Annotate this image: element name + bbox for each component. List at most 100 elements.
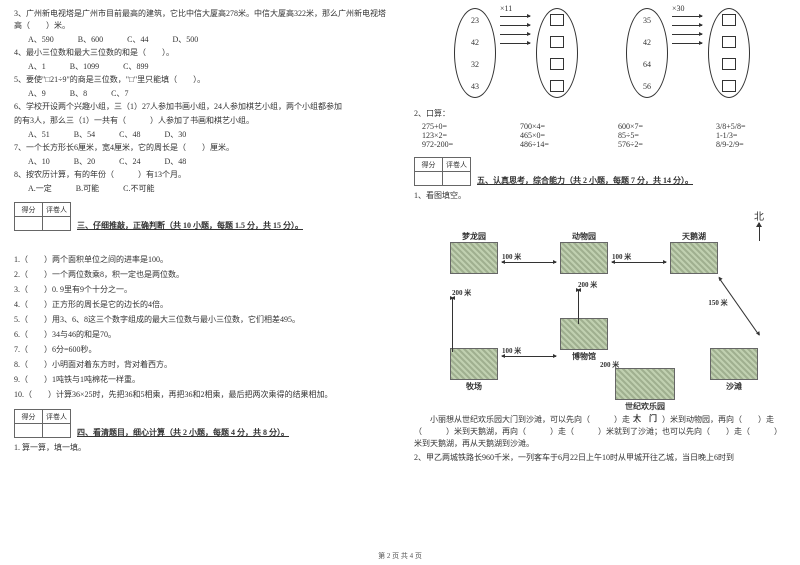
oval-num: 42 — [471, 38, 479, 47]
judge-item: 4.（ ）正方形的周长是它的边长的4倍。 — [14, 299, 386, 311]
opt: B、600 — [78, 34, 103, 45]
score-box-3: 得分 评卷人 三、仔细推敲，正确判断（共 10 小题，每题 1.5 分，共 15… — [14, 202, 386, 231]
edge-label: 200 米 — [600, 360, 619, 370]
node-label: 天鹅湖 — [670, 231, 718, 242]
q4-opts: A、1 B、1099 C、899 — [28, 61, 386, 72]
judge-item: 10.（ ）计算36×25时，先把36和5相乘，再把36和2相乘，最后把两次乘得… — [14, 389, 386, 401]
score-box-4: 得分 评卷人 四、看清题目，细心计算（共 2 小题，每题 4 分，共 8 分）。 — [14, 409, 386, 438]
calc-cell: 275+0= — [422, 122, 492, 131]
mult-label: ×11 — [500, 4, 512, 13]
q7-opts: A、10 B、20 C、24 D、48 — [28, 156, 386, 167]
node-menglong: 梦龙园 — [450, 230, 498, 274]
edge: 200 米 — [452, 288, 471, 352]
q8-opts: A.一定 B.可能 C.不可能 — [28, 183, 386, 194]
q7-text: 7、一个长方形长6厘米，宽4厘米，它的周长是（ ）厘米。 — [14, 142, 386, 154]
sec5-title: 五、认真思考，综合能力（共 2 小题，每题 7 分，共 14 分）。 — [477, 175, 693, 186]
score-hdr: 得分 — [15, 203, 43, 217]
node-label: 沙滩 — [710, 381, 758, 392]
judge-item: 6.（ ）34与46的和是70。 — [14, 329, 386, 341]
edge-label: 100 米 — [502, 346, 556, 356]
calc-cell: 576÷2= — [618, 140, 688, 149]
edge: 150 米 — [718, 272, 767, 336]
opt: C、24 — [119, 156, 140, 167]
score-box-5: 得分 评卷人 五、认真思考，综合能力（共 2 小题，每题 7 分，共 14 分）… — [414, 157, 786, 186]
opt: B.可能 — [76, 183, 99, 194]
calc2-title: 2、口算： — [414, 108, 786, 120]
opt: C、48 — [119, 129, 140, 140]
calc-cell: 3/8+5/8= — [716, 122, 786, 131]
node-label: 世纪欢乐园 — [615, 401, 675, 412]
calc-cell: 1-1/3= — [716, 131, 786, 140]
judge-item: 1.（ ）两个面积单位之间的进率是100。 — [14, 254, 386, 266]
node-beach: 沙滩 — [710, 348, 758, 392]
q6-text2: 的有3人，那么三（1）一共有（ ）人参加了书画和棋艺小组。 — [14, 115, 386, 127]
judge-item: 3.（ ）0. 9里有9个十分之一。 — [14, 284, 386, 296]
map-question: 小丽想从世纪欢乐园大门到沙滩，可以先向（ ）走（ ）米到动物园，再向（ ）走（ … — [414, 414, 786, 450]
edge: 100 米 — [502, 346, 556, 357]
judge-item: 8.（ ）小明面对着东方时，背对着西方。 — [14, 359, 386, 371]
opt: A、590 — [28, 34, 54, 45]
node-gate: 世纪欢乐园 大 门 — [615, 368, 675, 424]
q5-text: 5、要使"□21÷9"的商是三位数，"□"里只能填（ ）。 — [14, 74, 386, 86]
q8-text: 8、按农历计算，有的年份（ ）有13个月。 — [14, 169, 386, 181]
calc-cell: 600×7= — [618, 122, 688, 131]
opt: C.不可能 — [123, 183, 154, 194]
node-label: 牧场 — [450, 381, 498, 392]
q6-opts: A、51 B、54 C、48 D、30 — [28, 129, 386, 140]
calc-cell: 700×4= — [520, 122, 590, 131]
edge-label: 100 米 — [502, 252, 556, 262]
node-ranch: 牧场 — [450, 348, 498, 392]
oval-num: 23 — [471, 16, 479, 25]
oval-diagram: 23 42 32 43 ×11 35 42 64 56 ×30 — [454, 8, 786, 98]
q6-text1: 6、学校开设两个兴趣小组，三（1）27人参加书画小组，24人参加棋艺小组，两个小… — [14, 101, 386, 113]
q5-opts: A、9 B、8 C、7 — [28, 88, 386, 99]
arrow-stack: ×30 — [672, 16, 702, 44]
oval-left-1: 23 42 32 43 — [454, 8, 496, 98]
oval-left-2: 35 42 64 56 — [626, 8, 668, 98]
node-label: 梦龙园 — [450, 231, 498, 242]
q4-text: 4、最小三位数和最大三位数的和是（ ）。 — [14, 47, 386, 59]
opt: B、8 — [70, 88, 87, 99]
edge: 200 米 — [578, 280, 597, 324]
node-museum: 博物馆 — [560, 318, 608, 362]
oval-num: 64 — [643, 60, 651, 69]
judge-list: 1.（ ）两个面积单位之间的进率是100。 2.（ ）一个两位数乘8，积一定也是… — [14, 254, 386, 401]
score-hdr: 得分 — [15, 410, 43, 424]
calc1-title: 1. 算一算，填一填。 — [14, 442, 386, 454]
judge-item: 9.（ ）1吨铁与1吨棉花一样重。 — [14, 374, 386, 386]
arrow-stack: ×11 — [500, 16, 530, 44]
opt: C、7 — [111, 88, 128, 99]
compass-icon: 北 — [754, 208, 764, 241]
oval-num: 35 — [643, 16, 651, 25]
edge-label: 100 米 — [612, 252, 666, 262]
score-hdr: 评卷人 — [43, 203, 71, 217]
opt: C、44 — [127, 34, 148, 45]
node-label: 大 门 — [615, 413, 675, 424]
q3-text: 3、广州新电视塔是广州市目前最高的建筑，它比中信大厦高278米。中信大厦高322… — [14, 8, 386, 32]
oval-num: 43 — [471, 82, 479, 91]
opt: B、54 — [74, 129, 95, 140]
opt: A.一定 — [28, 183, 52, 194]
mult-label: ×30 — [672, 4, 685, 13]
node-label: 动物园 — [560, 231, 608, 242]
score-hdr: 得分 — [415, 158, 443, 172]
calc-cell: 465×0= — [520, 131, 590, 140]
calc-cell: 8/9-2/9= — [716, 140, 786, 149]
calc-row: 123×2= 465×0= 85÷5= 1-1/3= — [422, 131, 786, 140]
score-hdr: 评卷人 — [43, 410, 71, 424]
judge-item: 5.（ ）用3、6、8这三个数字组成的最大三位数与最小三位数，它们相差495。 — [14, 314, 386, 326]
opt: D、500 — [172, 34, 198, 45]
edge-label: 150 米 — [708, 298, 778, 308]
oval-num: 42 — [643, 38, 651, 47]
compass-label: 北 — [754, 208, 764, 223]
calc-row: 972-200= 486÷14= 576÷2= 8/9-2/9= — [422, 140, 786, 149]
opt: A、1 — [28, 61, 46, 72]
q3-opts: A、590 B、600 C、44 D、500 — [28, 34, 386, 45]
calc-cell: 972-200= — [422, 140, 492, 149]
oval-right-1 — [536, 8, 578, 98]
left-column: 3、广州新电视塔是广州市目前最高的建筑，它比中信大厦高278米。中信大厦高322… — [0, 0, 400, 565]
calc-cell: 85÷5= — [618, 131, 688, 140]
opt: D、48 — [164, 156, 186, 167]
judge-item: 7.（ ）6分=600秒。 — [14, 344, 386, 356]
opt: A、9 — [28, 88, 46, 99]
